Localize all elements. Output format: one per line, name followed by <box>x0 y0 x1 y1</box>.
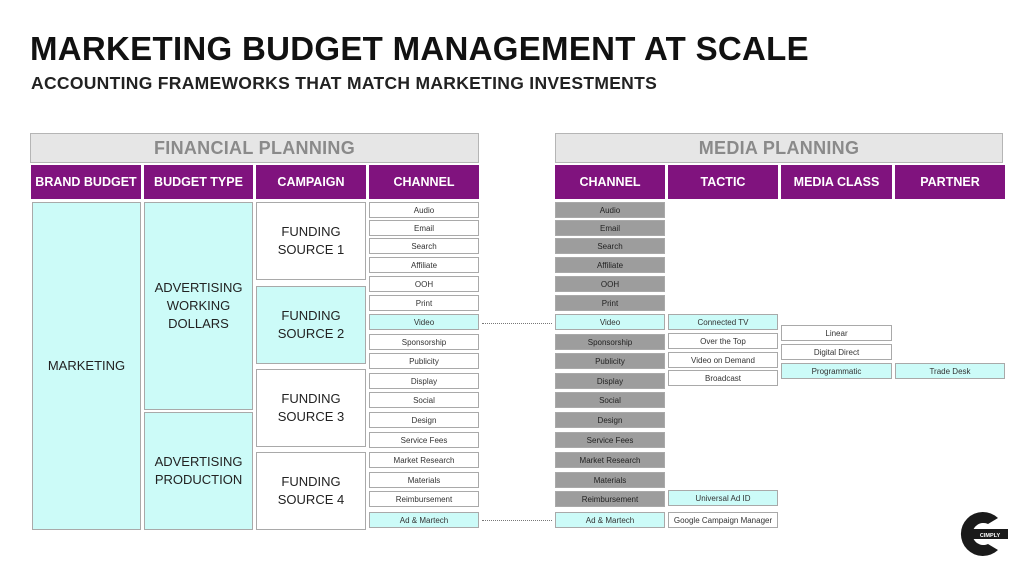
media-channel-item: Market Research <box>555 452 665 468</box>
campaign-funding-source: FUNDING SOURCE 3 <box>256 369 366 447</box>
financial-channel-item: Audio <box>369 202 479 218</box>
financial-channel-item: OOH <box>369 276 479 292</box>
media-class-item: Programmatic <box>781 363 892 379</box>
financial-channel-item: Search <box>369 238 479 254</box>
cimply-logo-icon: CIMPLY <box>948 508 1010 560</box>
media-channel-item: Service Fees <box>555 432 665 448</box>
media-channel-item: Social <box>555 392 665 408</box>
media-channel-item: Ad & Martech <box>555 512 665 528</box>
partner-item: Trade Desk <box>895 363 1005 379</box>
financial-channel-item: Publicity <box>369 353 479 369</box>
martech-tactic-item: Universal Ad ID <box>668 490 778 506</box>
financial-channel-item: Affiliate <box>369 257 479 273</box>
tactic-item: Connected TV <box>668 314 778 330</box>
header-channel-media: CHANNEL <box>555 165 665 199</box>
tactic-item: Broadcast <box>668 370 778 386</box>
logo-text: CIMPLY <box>980 533 1001 539</box>
media-channel-item: Search <box>555 238 665 254</box>
financial-channel-item: Service Fees <box>369 432 479 448</box>
financial-channel-item: Reimbursement <box>369 491 479 507</box>
media-planning-banner: MEDIA PLANNING <box>555 133 1003 163</box>
financial-channel-item: Sponsorship <box>369 334 479 350</box>
tactic-item: Over the Top <box>668 333 778 349</box>
media-channel-item: Reimbursement <box>555 491 665 507</box>
header-partner: PARTNER <box>895 165 1005 199</box>
budget-type-working-dollars: ADVERTISING WORKING DOLLARS <box>144 202 253 410</box>
media-channel-item: Email <box>555 220 665 236</box>
header-campaign: CAMPAIGN <box>256 165 366 199</box>
page-subtitle: ACCOUNTING FRAMEWORKS THAT MATCH MARKETI… <box>31 73 658 93</box>
financial-channel-item: Email <box>369 220 479 236</box>
financial-planning-banner: FINANCIAL PLANNING <box>30 133 479 163</box>
financial-channel-item: Video <box>369 314 479 330</box>
financial-channel-item: Display <box>369 373 479 389</box>
media-class-item: Digital Direct <box>781 344 892 360</box>
media-channel-item: Affiliate <box>555 257 665 273</box>
media-channel-item: Print <box>555 295 665 311</box>
media-channel-item: Video <box>555 314 665 330</box>
brand-budget-marketing: MARKETING <box>32 202 141 530</box>
media-channel-item: Audio <box>555 202 665 218</box>
campaign-funding-source: FUNDING SOURCE 4 <box>256 452 366 530</box>
media-channel-item: OOH <box>555 276 665 292</box>
media-channel-item: Materials <box>555 472 665 488</box>
financial-channel-item: Social <box>369 392 479 408</box>
header-brand-budget: BRAND BUDGET <box>31 165 141 199</box>
header-budget-type: BUDGET TYPE <box>144 165 253 199</box>
martech-tactic-item: Google Campaign Manager <box>668 512 778 528</box>
campaign-funding-source: FUNDING SOURCE 2 <box>256 286 366 364</box>
tactic-item: Video on Demand <box>668 352 778 368</box>
header-tactic: TACTIC <box>668 165 778 199</box>
financial-channel-item: Materials <box>369 472 479 488</box>
media-channel-item: Design <box>555 412 665 428</box>
financial-channel-item: Design <box>369 412 479 428</box>
header-channel-financial: CHANNEL <box>369 165 479 199</box>
header-media-class: MEDIA CLASS <box>781 165 892 199</box>
financial-channel-item: Ad & Martech <box>369 512 479 528</box>
page-title: MARKETING BUDGET MANAGEMENT AT SCALE <box>30 30 809 67</box>
financial-channel-item: Market Research <box>369 452 479 468</box>
media-channel-item: Display <box>555 373 665 389</box>
campaign-funding-source: FUNDING SOURCE 1 <box>256 202 366 280</box>
budget-type-production: ADVERTISING PRODUCTION <box>144 412 253 530</box>
media-class-item: Linear <box>781 325 892 341</box>
martech-connector-line <box>482 520 552 521</box>
media-channel-item: Publicity <box>555 353 665 369</box>
financial-channel-item: Print <box>369 295 479 311</box>
media-channel-item: Sponsorship <box>555 334 665 350</box>
video-connector-line <box>482 323 552 324</box>
